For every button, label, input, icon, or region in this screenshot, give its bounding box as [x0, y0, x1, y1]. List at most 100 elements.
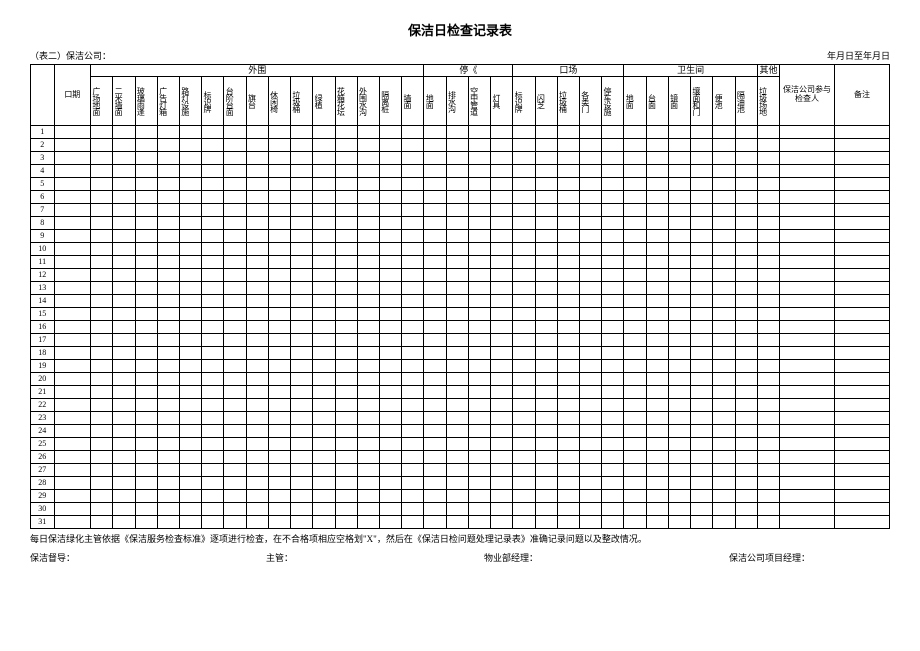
data-cell	[491, 399, 513, 412]
remark-cell	[834, 308, 889, 321]
data-cell	[313, 204, 335, 217]
data-cell	[624, 490, 646, 503]
data-cell	[491, 295, 513, 308]
data-cell	[513, 126, 535, 139]
data-cell	[357, 295, 379, 308]
col-header-0-6: 台阶台面	[224, 77, 246, 126]
data-cell	[579, 360, 601, 373]
participant-cell	[780, 451, 835, 464]
data-cell	[113, 334, 135, 347]
data-cell	[713, 438, 735, 451]
data-cell	[379, 347, 401, 360]
data-cell	[424, 490, 446, 503]
data-cell	[468, 165, 490, 178]
data-cell	[579, 308, 601, 321]
data-cell	[624, 178, 646, 191]
data-cell	[646, 334, 668, 347]
date-cell	[54, 464, 91, 477]
data-cell	[491, 490, 513, 503]
data-cell	[691, 152, 713, 165]
data-cell	[691, 438, 713, 451]
col-header-4-0: 垃圾场地	[757, 77, 779, 126]
data-cell	[624, 269, 646, 282]
data-cell	[335, 451, 357, 464]
table-row: 22	[31, 399, 890, 412]
col-header-3-1: 台面	[646, 77, 668, 126]
data-cell	[113, 217, 135, 230]
data-cell	[424, 386, 446, 399]
data-cell	[646, 139, 668, 152]
data-cell	[713, 425, 735, 438]
row-number: 4	[31, 165, 55, 178]
data-cell	[691, 191, 713, 204]
data-cell	[335, 191, 357, 204]
data-cell	[402, 516, 424, 529]
data-cell	[157, 451, 179, 464]
data-cell	[268, 230, 290, 243]
row-number: 7	[31, 204, 55, 217]
data-cell	[579, 503, 601, 516]
data-cell	[557, 139, 579, 152]
data-cell	[557, 490, 579, 503]
data-cell	[335, 503, 357, 516]
data-cell	[757, 412, 779, 425]
data-cell	[135, 399, 157, 412]
data-cell	[602, 334, 624, 347]
table-row: 16	[31, 321, 890, 334]
data-cell	[668, 373, 690, 386]
data-cell	[246, 373, 268, 386]
data-cell	[113, 165, 135, 178]
data-cell	[224, 269, 246, 282]
data-cell	[113, 152, 135, 165]
data-cell	[335, 334, 357, 347]
data-cell	[224, 425, 246, 438]
data-cell	[291, 425, 313, 438]
data-cell	[379, 217, 401, 230]
data-cell	[379, 373, 401, 386]
data-cell	[335, 425, 357, 438]
data-cell	[624, 165, 646, 178]
data-cell	[335, 516, 357, 529]
data-cell	[113, 191, 135, 204]
data-cell	[179, 503, 201, 516]
col-header-0-7: 旗台	[246, 77, 268, 126]
data-cell	[513, 464, 535, 477]
data-cell	[179, 165, 201, 178]
col-header-0-2: 玻璃雨逢	[135, 77, 157, 126]
data-cell	[268, 269, 290, 282]
data-cell	[757, 178, 779, 191]
data-cell	[224, 152, 246, 165]
data-cell	[113, 464, 135, 477]
data-cell	[202, 451, 224, 464]
data-cell	[468, 243, 490, 256]
date-cell	[54, 191, 91, 204]
data-cell	[335, 321, 357, 334]
data-cell	[113, 126, 135, 139]
data-cell	[424, 152, 446, 165]
data-cell	[291, 386, 313, 399]
participant-cell	[780, 230, 835, 243]
data-cell	[179, 191, 201, 204]
data-cell	[157, 269, 179, 282]
remark-cell	[834, 477, 889, 490]
data-cell	[157, 243, 179, 256]
data-cell	[446, 464, 468, 477]
data-cell	[202, 152, 224, 165]
data-cell	[135, 425, 157, 438]
data-cell	[491, 204, 513, 217]
data-cell	[202, 295, 224, 308]
data-cell	[579, 425, 601, 438]
data-cell	[691, 282, 713, 295]
data-cell	[557, 204, 579, 217]
data-cell	[713, 347, 735, 360]
data-cell	[713, 490, 735, 503]
table-row: 15	[31, 308, 890, 321]
data-cell	[402, 490, 424, 503]
data-cell	[179, 282, 201, 295]
col-header-2-0: 标识牌	[513, 77, 535, 126]
row-number: 5	[31, 178, 55, 191]
data-cell	[179, 360, 201, 373]
data-cell	[113, 282, 135, 295]
data-cell	[735, 412, 757, 425]
data-cell	[179, 516, 201, 529]
